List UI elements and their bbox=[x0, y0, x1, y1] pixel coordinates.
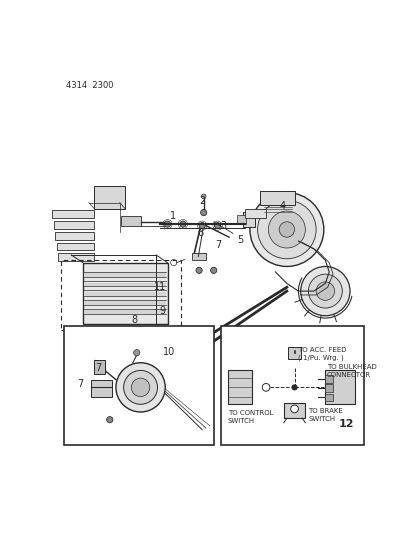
Bar bbox=[228, 370, 252, 405]
Bar bbox=[84, 273, 166, 277]
Text: 11: 11 bbox=[154, 282, 166, 292]
Circle shape bbox=[201, 209, 207, 216]
Bar bbox=[57, 243, 94, 251]
Circle shape bbox=[196, 267, 202, 273]
Text: 8: 8 bbox=[131, 316, 137, 325]
Text: 10: 10 bbox=[163, 347, 175, 357]
Bar bbox=[84, 310, 166, 314]
Text: 4314  2300: 4314 2300 bbox=[66, 81, 113, 90]
Text: 7: 7 bbox=[95, 363, 101, 373]
Bar bbox=[325, 393, 333, 401]
Bar bbox=[121, 216, 141, 225]
Text: 12: 12 bbox=[338, 419, 354, 429]
Text: 7: 7 bbox=[78, 378, 84, 389]
Text: 5: 5 bbox=[237, 235, 243, 245]
Bar bbox=[53, 221, 94, 229]
Text: 2: 2 bbox=[199, 196, 205, 206]
Circle shape bbox=[202, 194, 206, 199]
Text: 3: 3 bbox=[220, 221, 226, 231]
Bar bbox=[237, 215, 246, 224]
Circle shape bbox=[106, 417, 113, 423]
Circle shape bbox=[301, 266, 350, 316]
Circle shape bbox=[262, 384, 270, 391]
Bar bbox=[244, 209, 266, 218]
Circle shape bbox=[131, 378, 150, 397]
Bar bbox=[325, 370, 355, 405]
Text: TO ACC. FEED
( 1/Pu. Wrg. ): TO ACC. FEED ( 1/Pu. Wrg. ) bbox=[298, 346, 347, 361]
Text: 7: 7 bbox=[215, 240, 222, 250]
Bar bbox=[325, 384, 333, 392]
Text: 6: 6 bbox=[197, 228, 204, 238]
Circle shape bbox=[291, 384, 298, 391]
Circle shape bbox=[308, 274, 342, 308]
Bar bbox=[83, 263, 168, 324]
Bar bbox=[94, 185, 125, 209]
Text: TO BRAKE
SWITCH: TO BRAKE SWITCH bbox=[308, 408, 343, 422]
Circle shape bbox=[124, 370, 157, 405]
Bar bbox=[84, 282, 166, 287]
Bar bbox=[58, 253, 94, 261]
Bar bbox=[64, 326, 214, 445]
Bar bbox=[55, 232, 94, 239]
Circle shape bbox=[180, 221, 186, 227]
Circle shape bbox=[211, 267, 217, 273]
Bar bbox=[84, 301, 166, 305]
Bar bbox=[284, 403, 305, 418]
Text: 4: 4 bbox=[280, 201, 286, 212]
Bar bbox=[94, 360, 105, 374]
Bar bbox=[91, 379, 112, 397]
Circle shape bbox=[279, 222, 295, 237]
Bar bbox=[52, 210, 94, 218]
Text: 1: 1 bbox=[170, 211, 176, 221]
Circle shape bbox=[215, 223, 221, 229]
Bar bbox=[192, 253, 206, 260]
Bar bbox=[84, 292, 166, 296]
Text: 9: 9 bbox=[159, 306, 165, 316]
Bar bbox=[243, 212, 255, 227]
Bar bbox=[222, 326, 364, 445]
Circle shape bbox=[291, 405, 298, 413]
Text: TO BULKHEAD
CONNECTOR: TO BULKHEAD CONNECTOR bbox=[327, 364, 377, 378]
Circle shape bbox=[199, 223, 205, 229]
Bar bbox=[260, 191, 295, 205]
Circle shape bbox=[250, 192, 324, 266]
Circle shape bbox=[134, 350, 140, 356]
Circle shape bbox=[316, 282, 335, 301]
Text: TO CONTROL
SWITCH: TO CONTROL SWITCH bbox=[228, 410, 273, 424]
Circle shape bbox=[268, 211, 305, 248]
Circle shape bbox=[257, 200, 316, 259]
Circle shape bbox=[164, 221, 171, 227]
Bar bbox=[61, 260, 181, 329]
Bar bbox=[288, 346, 301, 359]
Circle shape bbox=[116, 363, 165, 412]
Bar bbox=[325, 375, 333, 383]
